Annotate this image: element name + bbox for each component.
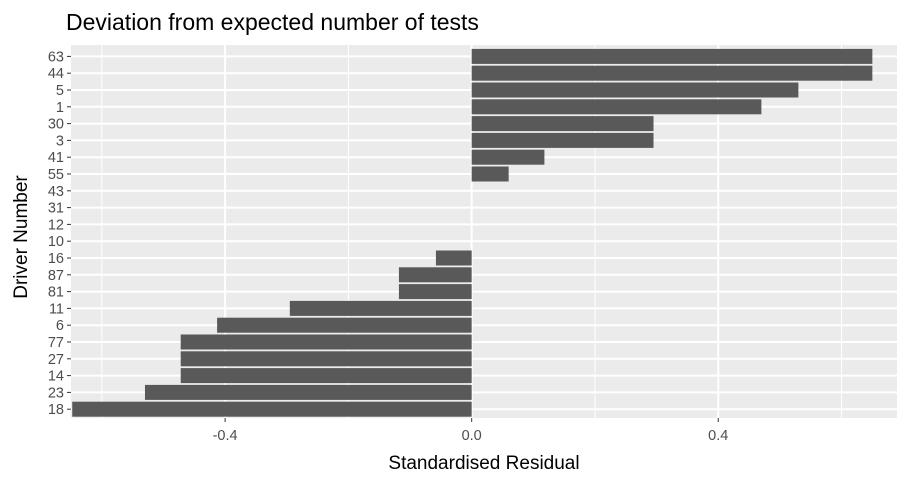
bar-driver-16 [435,250,472,266]
bar-driver-11 [289,300,472,316]
x-tick-label: 0.4 [708,428,728,444]
y-tick-label: 18 [48,402,64,418]
bar-driver-23 [144,384,472,400]
y-tick-label: 16 [48,251,64,267]
y-axis-title: Driver Number [11,175,32,299]
y-tick-label: 1 [56,100,64,116]
y-tick-label: 55 [48,167,64,183]
y-tick-label: 11 [49,301,64,317]
bar-driver-6 [217,317,472,333]
y-tick-label: 10 [48,234,64,250]
bar-driver-30 [471,116,654,132]
y-tick-label: 14 [48,369,64,385]
x-tick-label: 0.0 [462,428,482,444]
y-tick-label: 6 [56,318,64,334]
bar-driver-27 [180,351,472,367]
y-tick-label: 23 [48,385,64,401]
bar-driver-81 [398,284,472,300]
y-tick-label: 41 [48,150,64,166]
bar-driver-18 [72,401,472,417]
x-tick-label: -0.4 [213,428,238,444]
chart-title: Deviation from expected number of tests [66,9,479,35]
y-tick-label: 77 [48,335,64,351]
bar-driver-63 [471,48,873,64]
x-axis: -0.4 0.0 0.4 [213,418,728,444]
bar-driver-55 [471,166,509,182]
bar-driver-14 [180,368,472,384]
y-tick-label: 27 [48,352,64,368]
y-tick-label: 63 [48,49,64,65]
bar-driver-1 [471,99,762,115]
y-tick-label: 31 [48,201,64,217]
bar-driver-44 [471,65,873,81]
bars [72,48,873,417]
y-tick-label: 43 [48,184,64,200]
y-tick-label: 5 [56,83,64,99]
y-tick-label: 30 [48,117,64,133]
bar-driver-77 [180,334,472,350]
y-tick-label: 87 [48,268,64,284]
y-tick-label: 44 [48,66,64,82]
y-tick-label: 3 [56,133,64,149]
y-tick-label: 12 [48,217,64,233]
x-axis-title: Standardised Residual [388,453,579,474]
bar-driver-41 [471,149,545,165]
y-tick-label: 81 [48,285,64,301]
bar-driver-3 [471,132,654,148]
bar-driver-5 [471,82,799,98]
bar-driver-87 [398,267,472,283]
